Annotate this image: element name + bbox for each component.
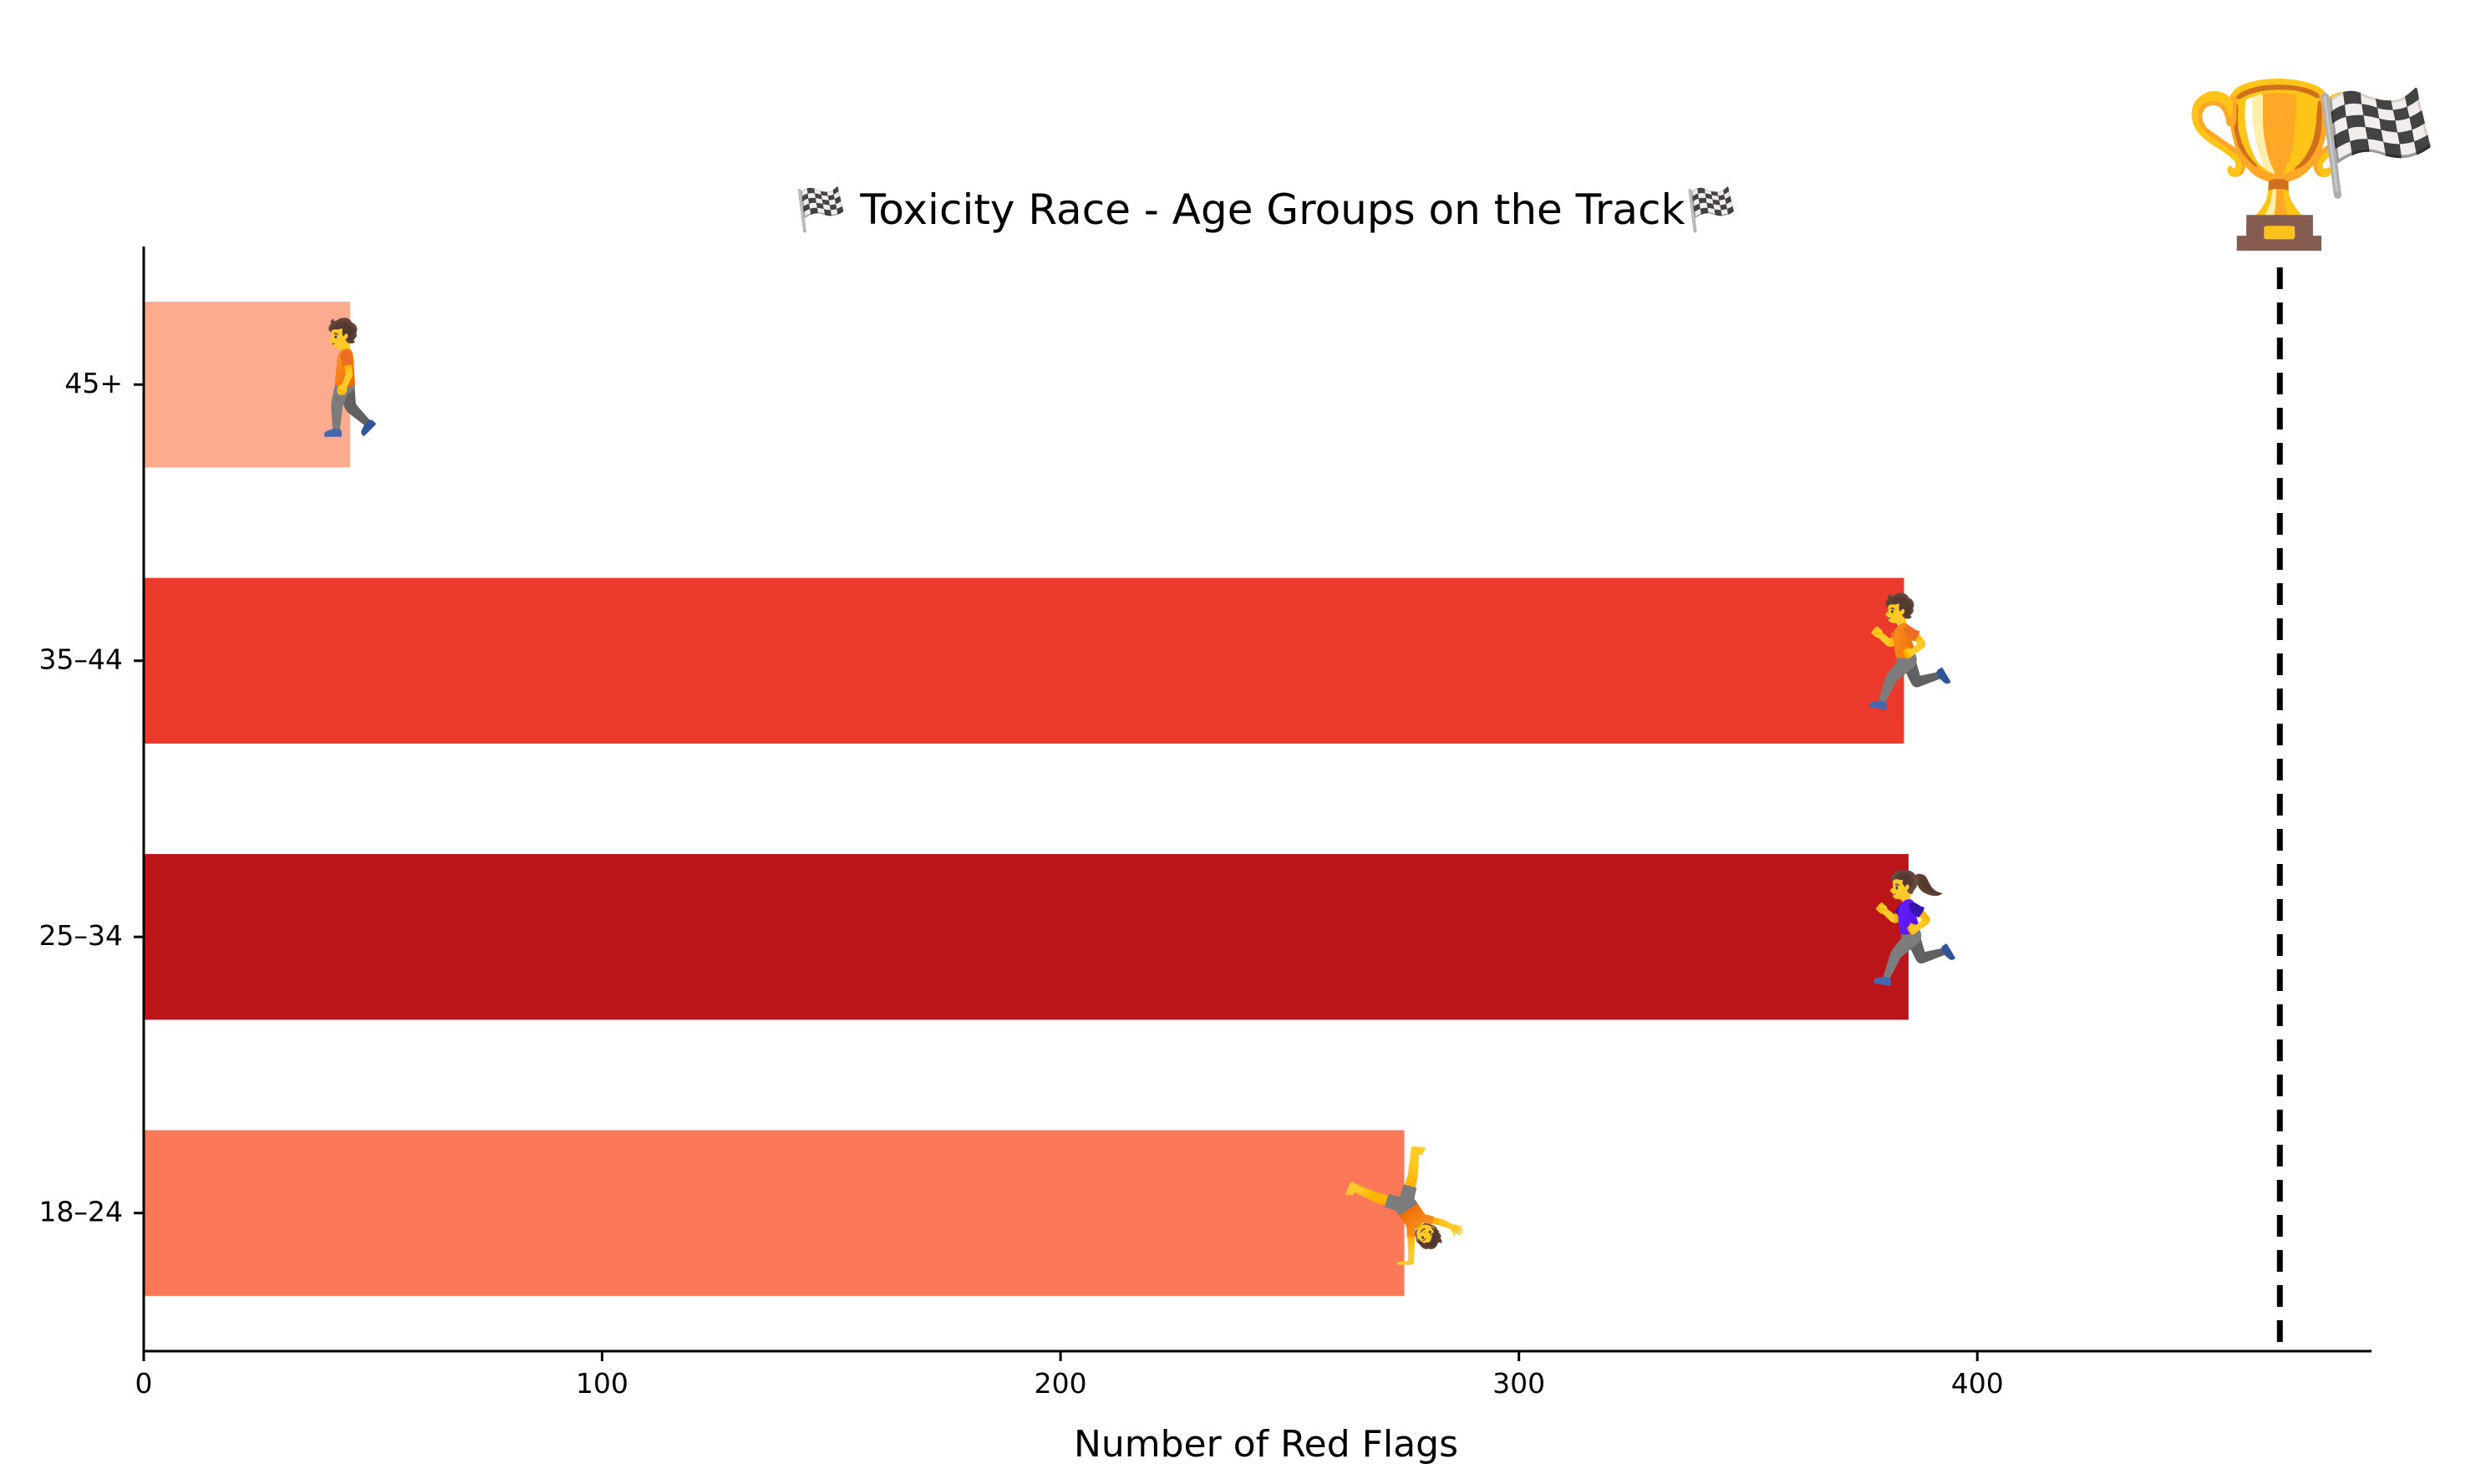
bars-layer bbox=[144, 302, 1909, 1296]
bar-18-24 bbox=[144, 1130, 1405, 1296]
x-tick-label-200: 200 bbox=[1035, 1367, 1087, 1400]
ticks-layer: 18–24 25–34 35–44 45+ 0 100 200 300 400 bbox=[39, 367, 2004, 1400]
x-tick-label-0: 0 bbox=[135, 1367, 153, 1400]
checkered-flag-icon: 🏁 bbox=[2314, 86, 2438, 202]
chart-title: 🏁 Toxicity Race - Age Groups on the Trac… bbox=[795, 186, 1737, 234]
y-tick-label-25-34: 25–34 bbox=[39, 919, 123, 952]
person-cartwheeling-icon: 🤸 bbox=[1337, 1141, 1472, 1268]
y-tick-label-45: 45+ bbox=[64, 367, 123, 399]
x-tick-label-400: 400 bbox=[1951, 1367, 2004, 1400]
icons-layer: 🤸 🏃‍♀️ 🏃 🚶 bbox=[282, 313, 1976, 1269]
axes-layer bbox=[142, 246, 2372, 1353]
person-walking-icon: 🚶 bbox=[282, 313, 418, 440]
x-tick-label-300: 300 bbox=[1492, 1367, 1545, 1400]
woman-running-icon: 🏃‍♀️ bbox=[1841, 866, 1976, 993]
bar-35-44 bbox=[144, 577, 1904, 744]
bar-25-34 bbox=[144, 854, 1909, 1020]
x-axis-label: Number of Red Flags bbox=[1074, 1423, 1458, 1466]
x-tick-label-100: 100 bbox=[576, 1367, 628, 1400]
finish-layer: 🏆🏁 bbox=[2181, 72, 2438, 1351]
trophy-icon: 🏆 bbox=[2181, 72, 2379, 257]
y-tick-label-18-24: 18–24 bbox=[39, 1195, 123, 1227]
person-running-icon: 🏃 bbox=[1837, 589, 1972, 716]
bar-45 bbox=[144, 302, 350, 468]
y-tick-label-35-44: 35–44 bbox=[39, 643, 123, 675]
